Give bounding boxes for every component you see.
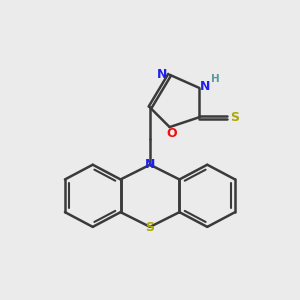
Text: O: O — [166, 127, 177, 140]
Text: S: S — [231, 111, 240, 124]
Text: N: N — [145, 158, 155, 171]
Text: S: S — [146, 221, 154, 234]
Text: N: N — [157, 68, 168, 81]
Text: N: N — [200, 80, 210, 93]
Text: H: H — [211, 74, 220, 84]
